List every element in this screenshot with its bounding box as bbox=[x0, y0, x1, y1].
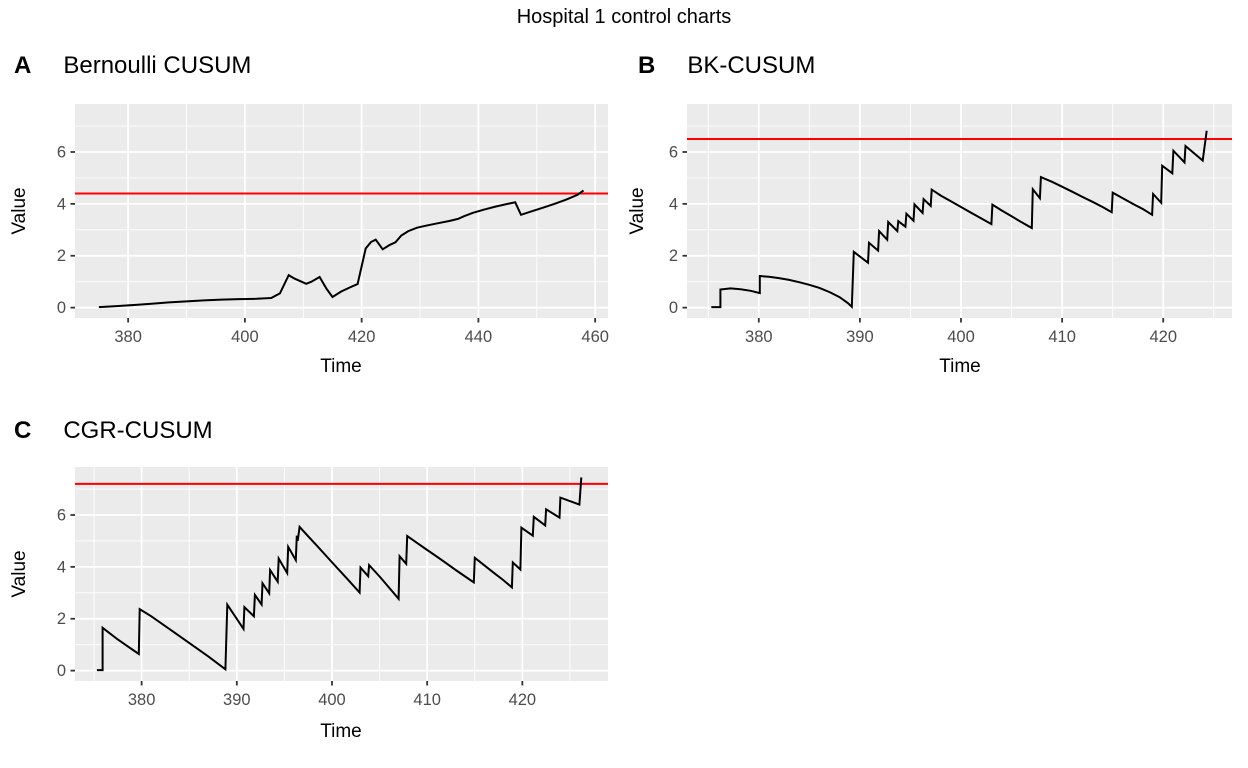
panel-bernoulli-cusum: A Bernoulli CUSUM 380 400 420 440 460 0 2 4 6 Val… bbox=[0, 40, 624, 385]
panel-background bbox=[687, 104, 1232, 318]
y-tick-label: 0 bbox=[57, 299, 66, 317]
x-axis-title: Time bbox=[320, 356, 362, 377]
y-axis-title: Value bbox=[9, 187, 30, 235]
panel-title: CGR-CUSUM bbox=[63, 417, 213, 444]
x-axis-title: Time bbox=[939, 356, 981, 377]
panel-background bbox=[75, 104, 608, 318]
x-tick-label: 420 bbox=[509, 691, 537, 709]
y-tick-label: 0 bbox=[57, 662, 66, 680]
x-tick-label: 400 bbox=[231, 328, 259, 346]
x-tick-label: 380 bbox=[128, 691, 156, 709]
x-tick-label: 400 bbox=[947, 328, 975, 346]
cusum-series-line bbox=[96, 477, 583, 672]
panel-tag: A bbox=[14, 52, 32, 79]
panel-tag-row: C CGR-CUSUM bbox=[14, 417, 213, 445]
y-tick-label: 2 bbox=[57, 610, 66, 628]
x-tick-label: 410 bbox=[413, 691, 441, 709]
x-tick-label: 390 bbox=[846, 328, 874, 346]
panel-title: Bernoulli CUSUM bbox=[63, 52, 252, 79]
panel-bk-cusum: B BK-CUSUM 380 390 400 410 420 0 2 4 6 Value Time bbox=[624, 40, 1248, 385]
y-axis-title: Value bbox=[627, 187, 648, 235]
y-tick-label: 6 bbox=[57, 506, 66, 524]
x-tick-label: 460 bbox=[581, 328, 609, 346]
x-tick-label: 380 bbox=[745, 328, 773, 346]
cusum-series-line bbox=[98, 189, 585, 309]
chart-bk-cusum: 380 390 400 410 420 0 2 4 6 bbox=[669, 104, 1232, 346]
figure-title: Hospital 1 control charts bbox=[516, 6, 732, 28]
x-tick-label: 400 bbox=[318, 691, 346, 709]
y-tick-label: 0 bbox=[669, 299, 678, 317]
x-tick-label: 440 bbox=[465, 328, 493, 346]
panel-title: BK-CUSUM bbox=[687, 52, 816, 79]
y-tick-label: 6 bbox=[669, 143, 678, 161]
x-tick-label: 420 bbox=[1149, 328, 1177, 346]
cusum-series-line bbox=[711, 130, 1208, 310]
y-tick-label: 4 bbox=[57, 195, 66, 213]
x-tick-label: 380 bbox=[114, 328, 142, 346]
y-tick-label: 4 bbox=[57, 558, 66, 576]
chart-bernoulli-cusum: 380 400 420 440 460 0 2 4 6 bbox=[57, 104, 609, 346]
panel-tag: C bbox=[14, 417, 32, 444]
y-tick-label: 4 bbox=[669, 195, 678, 213]
y-tick-label: 2 bbox=[57, 247, 66, 265]
x-tick-label: 420 bbox=[348, 328, 376, 346]
x-tick-label: 410 bbox=[1048, 328, 1076, 346]
panel-tag-row: A Bernoulli CUSUM bbox=[14, 52, 251, 80]
x-axis-title: Time bbox=[320, 721, 362, 742]
y-tick-label: 6 bbox=[57, 143, 66, 161]
panel-tag: B bbox=[638, 52, 656, 79]
chart-cgr-cusum: 380 390 400 410 420 0 2 4 6 bbox=[57, 467, 608, 709]
y-axis-title: Value bbox=[9, 550, 30, 598]
panel-cgr-cusum: C CGR-CUSUM 380 390 400 410 420 0 2 4 6 Value Tim… bbox=[0, 405, 624, 750]
panel-tag-row: B BK-CUSUM bbox=[638, 52, 815, 80]
y-tick-label: 2 bbox=[669, 247, 678, 265]
x-tick-label: 390 bbox=[223, 691, 251, 709]
